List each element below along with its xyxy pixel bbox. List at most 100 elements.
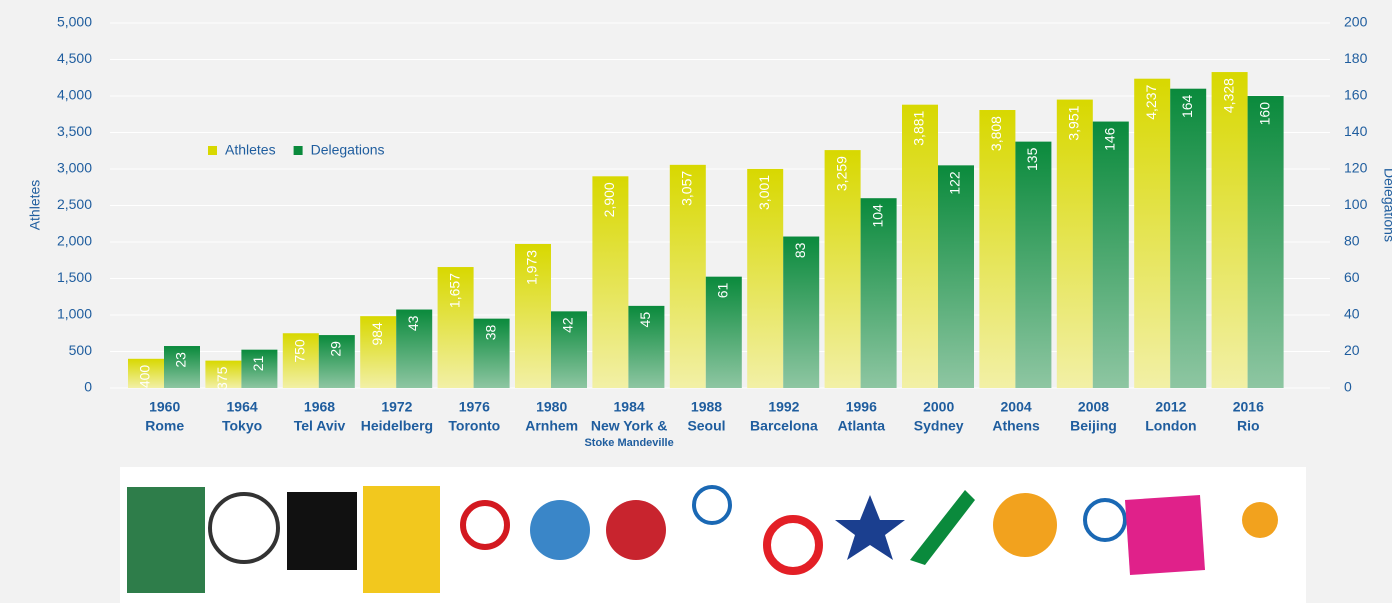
value-label: 375 <box>214 366 230 390</box>
value-label: 61 <box>715 282 731 298</box>
bar <box>979 110 1016 389</box>
legend-label: Athletes <box>225 142 276 158</box>
x-tick-label: 1988 <box>691 399 722 415</box>
x-tick-label: Heidelberg <box>361 418 433 434</box>
value-label: 122 <box>947 171 963 195</box>
x-tick-label: 1976 <box>459 399 490 415</box>
yticks-label: 2,500 <box>57 196 92 212</box>
logo <box>1083 498 1127 542</box>
value-label: 146 <box>1102 127 1118 151</box>
legend-label: Delegations <box>311 142 385 158</box>
bar <box>747 168 784 388</box>
value-label: 160 <box>1256 102 1272 126</box>
x-tick-label: Sydney <box>914 418 964 434</box>
bar <box>282 333 319 388</box>
value-label: 3,057 <box>679 171 695 206</box>
logo <box>363 486 440 593</box>
y2ticks-label: 40 <box>1344 306 1360 322</box>
logo <box>287 492 357 570</box>
bar <box>396 309 433 388</box>
x-tick-label: 1968 <box>304 399 335 415</box>
logo-strip <box>120 467 1306 603</box>
x-tick-label: Atlanta <box>838 418 886 434</box>
x-tick-label: London <box>1145 418 1196 434</box>
yticks-label: 1,000 <box>57 306 92 322</box>
value-label: 42 <box>560 317 576 333</box>
bar <box>1092 121 1129 389</box>
yticks-label: 3,500 <box>57 123 92 139</box>
value-label: 29 <box>328 341 344 357</box>
bar <box>1170 88 1207 388</box>
bar <box>1056 99 1093 389</box>
value-label: 83 <box>792 242 808 258</box>
value-label: 21 <box>250 355 266 371</box>
value-label: 3,001 <box>756 175 772 210</box>
logo <box>127 487 205 593</box>
bar <box>1211 72 1248 388</box>
x-tick-label: Arnhem <box>525 418 578 434</box>
logo <box>1125 495 1205 575</box>
y2ticks-label: 80 <box>1344 233 1360 249</box>
x-tick-label: 2012 <box>1155 399 1186 415</box>
x-tick-label: Athens <box>992 418 1040 434</box>
value-label: 400 <box>137 365 153 389</box>
yticks-label: 1,500 <box>57 269 92 285</box>
logo <box>763 515 823 575</box>
bar <box>437 267 474 388</box>
yticks-label: 4,500 <box>57 50 92 66</box>
value-label: 23 <box>173 352 189 368</box>
x-tick-label: 1980 <box>536 399 567 415</box>
y2ticks-label: 60 <box>1344 269 1360 285</box>
yticks-label: 500 <box>69 342 93 358</box>
bar <box>592 176 629 388</box>
bar <box>128 358 164 388</box>
bar <box>360 316 397 388</box>
y2ticks-label: 140 <box>1344 123 1368 139</box>
legend-swatch <box>293 146 303 155</box>
x-tick-label: Rio <box>1237 418 1260 434</box>
bar <box>1247 96 1284 388</box>
x-tick-label: Stoke Mandeville <box>584 437 673 449</box>
bar <box>1015 141 1052 388</box>
x-tick-label: New York & <box>591 418 668 434</box>
bar <box>515 243 551 388</box>
bar <box>824 150 861 388</box>
logo <box>993 493 1057 557</box>
value-label: 750 <box>292 339 308 363</box>
yticks-label: 3,000 <box>57 160 92 176</box>
bar <box>473 318 510 388</box>
x-tick-label: Tokyo <box>222 418 262 434</box>
value-label: 38 <box>482 324 498 340</box>
value-label: 1,973 <box>524 250 540 285</box>
logo <box>1242 502 1278 538</box>
value-label: 164 <box>1179 94 1195 118</box>
logo <box>460 500 510 550</box>
x-tick-label: 2000 <box>923 399 954 415</box>
logo <box>530 500 590 560</box>
logo <box>606 500 666 560</box>
value-label: 104 <box>869 204 885 228</box>
logo <box>910 490 975 565</box>
yticks-label: 5,000 <box>57 14 92 30</box>
value-label: 1,657 <box>446 273 462 308</box>
value-label: 4,328 <box>1220 78 1236 113</box>
value-label: 2,900 <box>601 182 617 217</box>
bar <box>783 236 820 388</box>
x-tick-label: 2016 <box>1233 399 1264 415</box>
x-tick-label: Tel Aviv <box>294 418 346 434</box>
value-label: 3,259 <box>833 156 849 191</box>
y2ticks-label: 180 <box>1344 50 1368 66</box>
bar <box>241 349 278 388</box>
x-tick-label: 1964 <box>227 399 258 415</box>
x-tick-label: 1972 <box>381 399 412 415</box>
y2ticks-label: 20 <box>1344 342 1360 358</box>
y2ticks-label: 200 <box>1344 14 1368 30</box>
x-tick-label: 1984 <box>614 399 645 415</box>
bar <box>1134 78 1171 388</box>
yticks-label: 4,000 <box>57 87 92 103</box>
x-tick-label: Rome <box>145 418 184 434</box>
x-tick-label: Toronto <box>448 418 500 434</box>
logo <box>835 495 905 560</box>
bar <box>551 311 587 388</box>
